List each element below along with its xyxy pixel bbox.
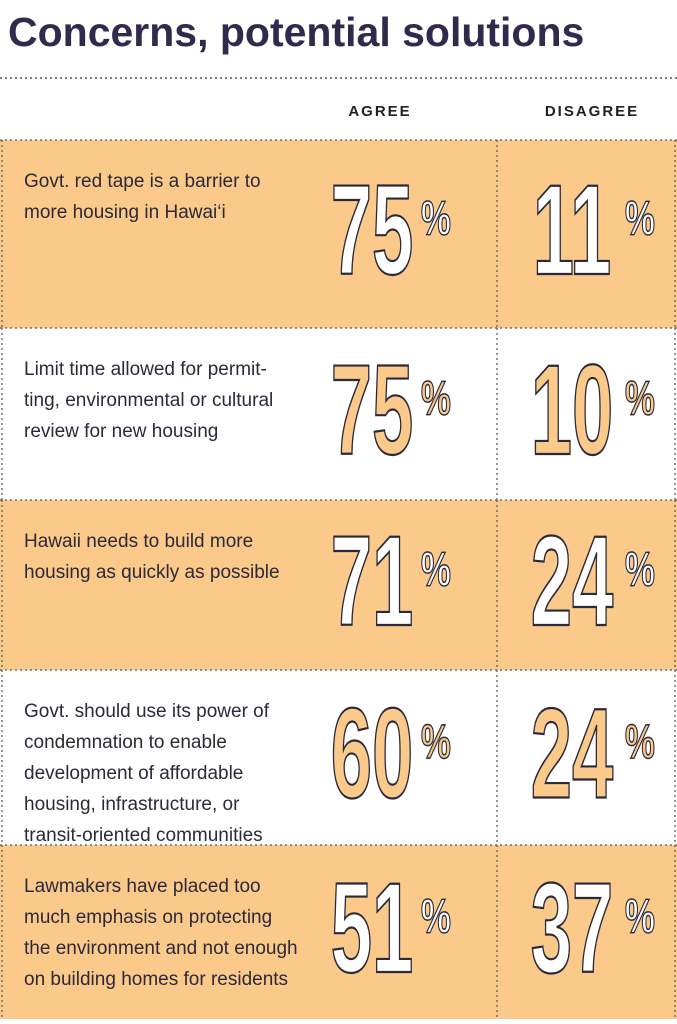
percent-sign-group: % — [624, 541, 655, 597]
statement-box: Hawaii needs to build more housing as qu… — [24, 531, 280, 583]
percent-sign: % — [421, 542, 451, 596]
row-background — [0, 845, 677, 1019]
percent-sign: % — [421, 714, 451, 768]
percent-sign: % — [625, 191, 655, 245]
column-header: AGREE — [348, 103, 411, 120]
percent-value: 60 — [331, 682, 414, 825]
percent-sign-group: % — [420, 714, 451, 770]
percent-sign: % — [625, 371, 655, 425]
statement-box: Limit time allowed for permit-ting, envi… — [24, 359, 274, 442]
percent-sign: % — [421, 191, 451, 245]
row-background — [0, 500, 677, 670]
percent-group: 10 — [530, 338, 614, 483]
percent-sign: % — [625, 542, 655, 596]
percent-sign: % — [625, 714, 655, 768]
percent-sign-group: % — [420, 541, 451, 597]
row-background — [0, 670, 677, 845]
percent-value: 75 — [331, 339, 414, 482]
percent-sign-group: % — [624, 370, 655, 426]
row-background — [0, 328, 677, 500]
percent-sign-group: % — [624, 190, 655, 246]
percent-sign-group: % — [420, 888, 451, 944]
percent-value: 71 — [331, 510, 414, 653]
percent-value: 37 — [531, 857, 614, 1000]
percent-value: 24 — [531, 510, 614, 653]
percent-group: 11 — [532, 158, 612, 303]
percent-value: 10 — [531, 339, 614, 482]
statement: Govt. should use its power of condemnati… — [24, 701, 270, 841]
percent-sign-group: % — [624, 888, 655, 944]
percent-group: 71 — [330, 509, 414, 654]
percent-group: 75 — [330, 338, 414, 483]
percent-group: 51 — [330, 856, 414, 1001]
statement: Limit time allowed for permit-ting, envi… — [24, 359, 274, 442]
percent-group: 24 — [530, 509, 614, 654]
statement: Lawmakers have placed too much emphasis … — [24, 876, 298, 990]
percent-sign: % — [625, 889, 655, 943]
percent-sign: % — [421, 889, 451, 943]
percent-sign-group: % — [624, 714, 655, 770]
statement: Hawaii needs to build more housing as qu… — [24, 531, 280, 583]
statement-box: Govt. should use its power of condemnati… — [24, 701, 270, 841]
column-header: DISAGREE — [545, 103, 639, 120]
percent-value: 51 — [331, 857, 414, 1000]
percent-value: 75 — [331, 159, 414, 302]
percent-value: 11 — [533, 159, 611, 302]
title: Concerns, potential solutions — [8, 9, 584, 55]
percent-sign-group: % — [420, 190, 451, 246]
percent-group: 24 — [530, 681, 614, 826]
percent-group: 75 — [330, 158, 414, 303]
statement: Govt. red tape is a barrier to more hous… — [24, 171, 261, 223]
percent-group: 37 — [530, 856, 614, 1001]
percent-sign-group: % — [420, 370, 451, 426]
row-background — [0, 140, 677, 328]
statement-box: Lawmakers have placed too much emphasis … — [24, 876, 298, 990]
percent-sign: % — [421, 371, 451, 425]
percent-group: 60 — [330, 681, 414, 826]
statement-box: Govt. red tape is a barrier to more hous… — [24, 171, 261, 223]
percent-value: 24 — [531, 682, 614, 825]
